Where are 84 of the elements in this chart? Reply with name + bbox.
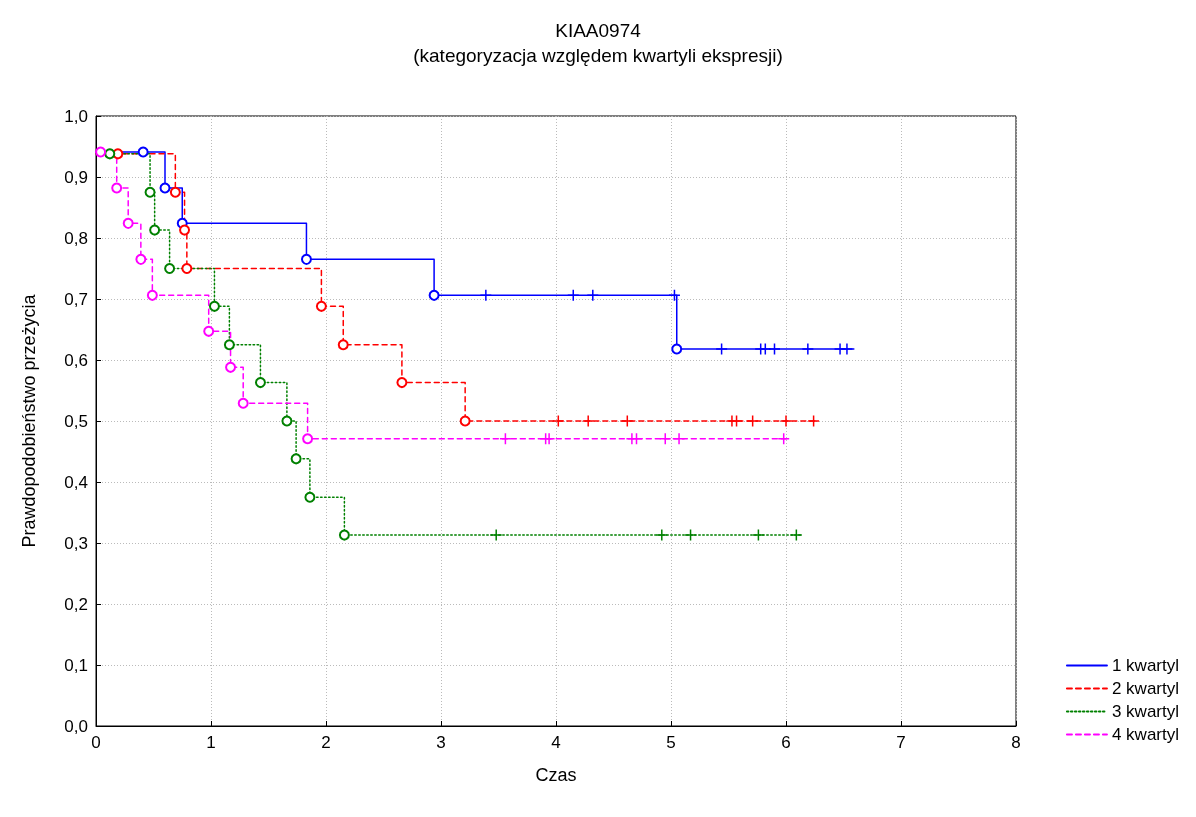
point bbox=[302, 433, 314, 445]
legend-label: 4 kwartyl bbox=[1111, 725, 1180, 744]
point bbox=[672, 432, 686, 445]
point bbox=[338, 529, 350, 541]
point bbox=[135, 253, 147, 265]
y-tick-label: 0,3 bbox=[64, 533, 88, 553]
point bbox=[149, 224, 161, 236]
point bbox=[777, 432, 790, 445]
y-axis-title: Prawdopodobieństwo przeżycia bbox=[19, 293, 39, 548]
x-tick-label: 4 bbox=[551, 733, 561, 752]
point bbox=[621, 414, 634, 428]
x-tick-label: 3 bbox=[436, 733, 446, 752]
point bbox=[581, 414, 595, 428]
x-tick-label: 6 bbox=[781, 733, 791, 752]
point bbox=[790, 528, 803, 542]
point bbox=[499, 432, 512, 445]
point bbox=[337, 339, 349, 351]
point bbox=[304, 491, 316, 503]
legend-label: 3 kwartyl bbox=[1111, 702, 1180, 721]
point bbox=[144, 186, 156, 198]
y-tick-label: 0,1 bbox=[64, 655, 88, 675]
point bbox=[159, 182, 171, 194]
point bbox=[254, 377, 266, 389]
point bbox=[290, 453, 302, 465]
point bbox=[801, 342, 815, 356]
point bbox=[659, 432, 672, 445]
point bbox=[203, 325, 215, 337]
point bbox=[542, 432, 556, 445]
point bbox=[715, 342, 728, 356]
point bbox=[586, 289, 600, 302]
point bbox=[169, 186, 181, 198]
x-tick-label: 8 bbox=[1011, 733, 1021, 752]
point bbox=[552, 414, 565, 428]
point bbox=[428, 289, 440, 301]
point bbox=[655, 528, 669, 542]
point bbox=[111, 182, 123, 194]
point bbox=[181, 263, 193, 274]
point bbox=[223, 339, 235, 351]
point bbox=[746, 414, 759, 428]
y-tick-label: 0,5 bbox=[64, 411, 88, 431]
point bbox=[668, 289, 681, 302]
y-tick-label: 0,8 bbox=[64, 228, 88, 248]
point bbox=[684, 528, 697, 542]
y-tick-label: 1,0 bbox=[64, 106, 88, 126]
x-tick-label: 1 bbox=[206, 733, 216, 752]
point bbox=[779, 414, 793, 428]
legend-label: 1 kwartyl bbox=[1111, 656, 1180, 675]
x-tick-label: 0 bbox=[91, 733, 101, 752]
point bbox=[179, 224, 191, 236]
point bbox=[671, 343, 683, 355]
legend-label: 2 kwartyl bbox=[1111, 679, 1180, 698]
x-tick-label: 7 bbox=[896, 733, 906, 752]
x-tick-label: 5 bbox=[666, 733, 676, 752]
point bbox=[137, 146, 149, 158]
point bbox=[104, 148, 116, 160]
point bbox=[281, 415, 293, 427]
point bbox=[752, 528, 765, 542]
point bbox=[237, 397, 249, 409]
point bbox=[300, 253, 312, 265]
y-tick-label: 0,2 bbox=[64, 594, 88, 614]
point bbox=[146, 289, 158, 301]
point bbox=[396, 377, 408, 389]
point bbox=[164, 263, 176, 274]
point bbox=[479, 289, 493, 302]
point bbox=[315, 300, 327, 312]
x-axis-title: Czas bbox=[535, 765, 577, 785]
point bbox=[208, 300, 220, 312]
point bbox=[459, 415, 471, 427]
y-tick-label: 0,6 bbox=[64, 350, 88, 370]
y-tick-label: 0,0 bbox=[64, 716, 88, 736]
chart-title: KIAA0974 bbox=[555, 20, 642, 41]
point bbox=[807, 414, 820, 428]
point bbox=[768, 342, 781, 356]
point bbox=[225, 361, 237, 373]
y-tick-label: 0,7 bbox=[64, 289, 88, 309]
point bbox=[489, 528, 503, 542]
point bbox=[759, 342, 772, 356]
y-tick-label: 0,9 bbox=[64, 167, 88, 187]
point bbox=[122, 217, 134, 229]
y-tick-label: 0,4 bbox=[64, 472, 88, 492]
point bbox=[95, 146, 107, 158]
point bbox=[567, 289, 580, 302]
x-tick-label: 2 bbox=[321, 733, 331, 752]
chart-subtitle: (kategoryzacja względem kwartyli ekspresji) bbox=[413, 45, 783, 66]
